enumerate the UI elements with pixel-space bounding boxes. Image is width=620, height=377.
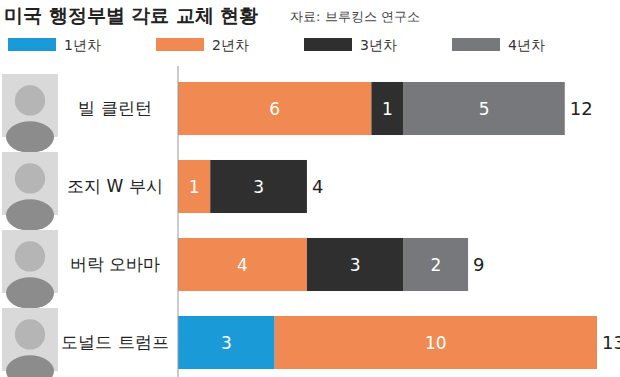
- portrait-body: [6, 277, 54, 309]
- legend-label: 1년차: [64, 37, 101, 53]
- portrait-head: [15, 241, 45, 271]
- data-label: 3: [350, 255, 361, 275]
- total-label: 4: [312, 176, 323, 197]
- data-label: 3: [221, 333, 232, 353]
- data-label: 10: [425, 333, 447, 353]
- category-label: 조지 W 부시: [67, 176, 163, 196]
- bar-segment: [371, 82, 403, 135]
- category-label: 버락 오바마: [70, 254, 160, 274]
- bar-segment: [210, 160, 307, 213]
- data-label: 4: [237, 255, 248, 275]
- legend-swatch: [304, 38, 352, 51]
- total-label: 9: [473, 254, 484, 275]
- legend-swatch: [8, 38, 56, 51]
- bar-segment: [404, 82, 565, 135]
- bar-segment: [404, 238, 468, 291]
- y-tick: 도널드 트럼프: [61, 332, 178, 352]
- legend-label: 2년차: [212, 37, 249, 53]
- data-label: 1: [189, 177, 200, 197]
- data-label: 2: [430, 255, 441, 275]
- portrait-body: [6, 199, 54, 231]
- bar-segment: [178, 238, 307, 291]
- legend: 1년차 2년차 3년차 4년차: [8, 37, 545, 53]
- title: 미국 행정부별 각료 교체 현황: [4, 4, 258, 26]
- data-label: 3: [253, 177, 264, 197]
- data-labels: 6 1 5 1 3 4 3 2 3 10: [189, 99, 490, 353]
- category-label: 빌 클린턴: [78, 98, 151, 118]
- source: 자료: 브루킹스 연구소: [290, 9, 420, 24]
- bar-segment: [178, 160, 210, 213]
- data-label: 5: [479, 99, 490, 119]
- data-label: 1: [382, 99, 393, 119]
- data-label: 6: [269, 99, 280, 119]
- portrait-head: [15, 163, 45, 193]
- y-tick: 빌 클린턴: [78, 98, 178, 118]
- total-label: 12: [570, 98, 593, 119]
- portrait-body: [6, 121, 54, 153]
- portrait-head: [15, 85, 45, 115]
- total-label: 13: [602, 332, 620, 353]
- bar-segment: [178, 82, 371, 135]
- y-tick: 버락 오바마: [70, 254, 178, 274]
- bar-segment: [307, 238, 404, 291]
- x-axis-line: [178, 66, 179, 377]
- bar-segment: [275, 316, 597, 369]
- y-tick: 조지 W 부시: [67, 176, 178, 196]
- legend-label: 4년차: [508, 37, 545, 53]
- bars: [178, 82, 597, 369]
- portrait-body: [6, 355, 54, 377]
- legend-label: 3년차: [360, 37, 397, 53]
- legend-swatch: [452, 38, 500, 51]
- bar-segment: [178, 316, 275, 369]
- legend-swatch: [156, 38, 204, 51]
- portraits: [2, 74, 58, 377]
- portrait-head: [15, 319, 45, 349]
- chart: 미국 행정부별 각료 교체 현황 자료: 브루킹스 연구소 1년차 2년차 3년차 4년차…: [0, 0, 620, 377]
- y-axis: 빌 클린턴조지 W 부시버락 오바마도널드 트럼프: [61, 98, 178, 352]
- category-label: 도널드 트럼프: [61, 332, 168, 352]
